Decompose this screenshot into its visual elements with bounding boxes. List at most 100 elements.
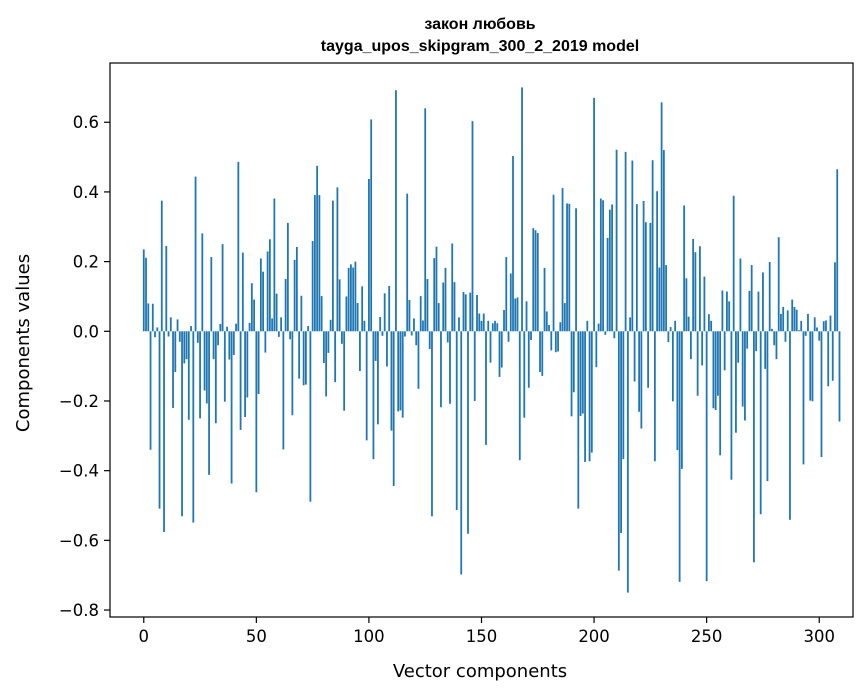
bar-292 [800,320,803,332]
bar-164 [512,156,514,332]
bar-136 [449,331,451,404]
bar-210 [615,149,618,332]
bar-197 [586,320,589,332]
bar-3 [149,331,152,450]
bar-77 [316,165,319,332]
bar-289 [793,306,796,332]
bar-25 [199,331,201,419]
bar-23 [194,176,197,332]
bar-267 [744,331,746,421]
bar-95 [356,303,359,332]
bar-103 [374,331,377,361]
bar-272 [755,331,758,352]
bar-135 [446,331,449,343]
bar-207 [608,209,611,332]
bar-28 [205,331,208,404]
bar-256 [719,331,722,456]
bar-63 [284,279,287,332]
bar-178 [543,267,546,332]
bar-15 [176,319,179,332]
bar-52 [259,258,262,332]
bar-248 [701,331,704,366]
bar-120 [413,318,415,332]
bar-216 [629,317,631,332]
bar-283 [780,313,782,332]
bar-53 [262,271,264,332]
bar-69 [298,331,301,379]
bar-247 [699,246,701,332]
bar-275 [762,272,764,332]
bar-94 [354,261,357,332]
bar-179 [545,311,548,332]
bar-174 [534,230,537,332]
bar-148 [476,295,478,332]
bar-41 [235,323,237,332]
bar-110 [390,331,393,431]
x-tick-label: 150 [466,627,498,646]
bar-279 [771,328,773,332]
x-tick-label: 250 [691,627,723,646]
bar-100 [368,179,370,332]
bar-62 [282,331,285,450]
bar-303 [825,320,827,332]
bar-10 [165,245,168,332]
bar-170 [525,301,528,332]
bar-13 [172,331,174,408]
bar-49 [253,299,255,332]
bar-284 [782,306,785,332]
bar-72 [304,331,307,385]
bar-199 [590,331,593,453]
bar-290 [795,309,798,332]
bar-87 [338,279,341,332]
bar-12 [169,317,172,332]
bar-45 [244,331,246,417]
bar-172 [530,331,532,340]
bar-75 [311,241,314,332]
bar-154 [489,331,492,363]
bar-277 [766,331,769,482]
x-tick-label: 50 [246,627,267,646]
bar-84 [332,200,334,332]
bar-235 [671,331,674,402]
bar-107 [383,293,386,332]
bar-195 [581,331,584,414]
bar-122 [417,331,420,389]
bar-98 [363,320,366,332]
bar-252 [710,320,713,332]
y-tick-label: 0.4 [73,183,99,202]
bar-114 [399,331,402,411]
bar-249 [703,276,706,332]
bar-215 [626,331,629,593]
bar-278 [768,261,771,332]
bar-169 [523,331,526,418]
bar-160 [503,310,505,332]
bar-43 [239,331,242,430]
bar-152 [485,331,487,445]
bar-226 [651,160,654,332]
bar-29 [208,331,210,475]
bar-102 [372,331,375,460]
bar-209 [613,331,616,339]
bar-229 [658,267,661,332]
bar-153 [487,320,490,332]
bar-24 [196,331,199,343]
bar-141 [460,331,463,575]
bar-302 [822,321,825,332]
bar-184 [557,331,559,352]
bar-297 [811,331,814,402]
bar-230 [660,102,663,332]
x-tick-label: 0 [139,627,150,646]
bar-33 [217,331,219,346]
bar-218 [633,331,636,382]
bar-205 [604,331,607,335]
bar-59 [275,293,278,332]
bar-113 [397,331,400,412]
bar-236 [674,320,677,332]
bar-99 [365,331,368,441]
bar-158 [498,331,501,377]
bar-68 [295,246,298,332]
bar-296 [809,331,812,401]
y-tick-label: −0.8 [59,601,99,620]
bar-159 [500,331,503,368]
